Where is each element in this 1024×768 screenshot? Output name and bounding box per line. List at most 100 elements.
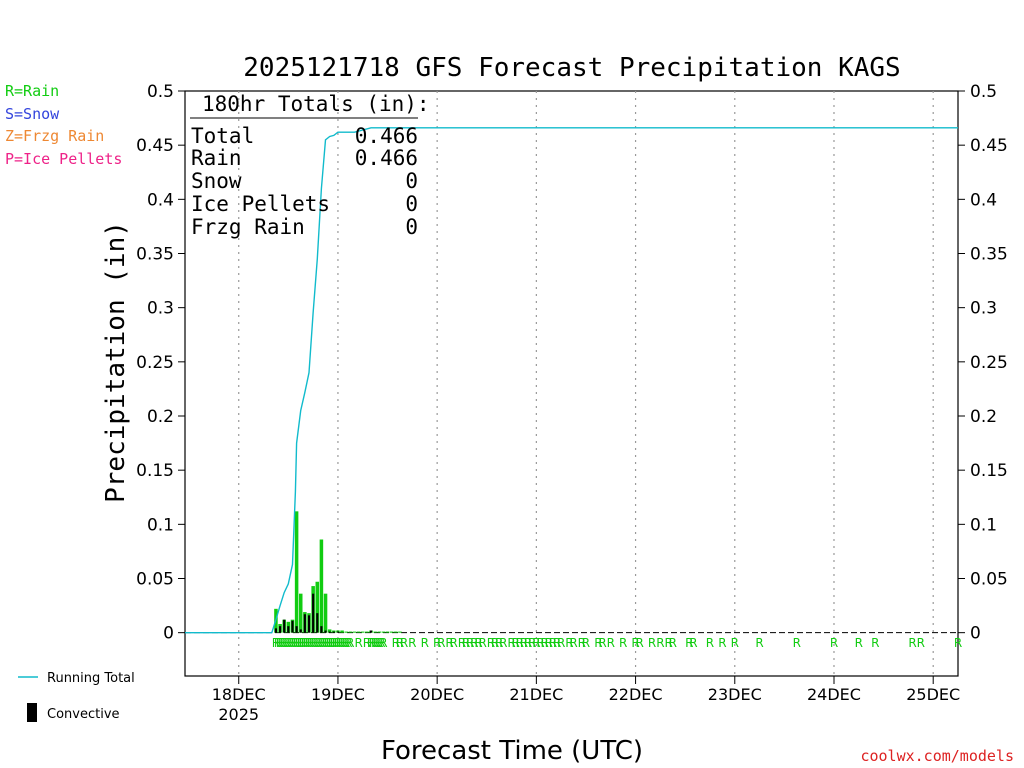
rain-marker: R bbox=[369, 636, 377, 650]
rain-marker: R bbox=[871, 636, 879, 650]
rain-marker: R bbox=[278, 636, 286, 650]
totals-snow-label: Snow bbox=[191, 169, 242, 193]
precip-bar bbox=[389, 631, 394, 633]
precip-bar bbox=[327, 629, 332, 633]
y-tick-label-left: 0.45 bbox=[136, 136, 174, 156]
rain-marker: R bbox=[594, 636, 602, 650]
x-tick-label: 24DEC bbox=[807, 685, 861, 704]
rain-marker: R bbox=[305, 636, 313, 650]
y-tick-label-left: 0.15 bbox=[136, 461, 174, 481]
rain-marker: R bbox=[619, 636, 627, 650]
rain-marker: R bbox=[458, 636, 466, 650]
totals-ice-pellets-label: Ice Pellets bbox=[191, 192, 330, 216]
rain-marker: R bbox=[532, 636, 540, 650]
convective-bar bbox=[336, 631, 340, 633]
precip-bar bbox=[373, 631, 377, 633]
rain-marker: R bbox=[371, 636, 379, 650]
y-axis-right: 0 0.05 0.1 0.15 0.2 0.25 0.3 0.35 0.4 0.45 0.5 bbox=[958, 82, 1008, 644]
precip-bar bbox=[385, 631, 390, 633]
rain-marker: R bbox=[286, 636, 294, 650]
totals-total-value: 0.466 bbox=[355, 124, 418, 148]
rain-marker: R bbox=[478, 636, 486, 650]
rain-marker: R bbox=[524, 636, 532, 650]
convective-legend-swatch bbox=[27, 703, 37, 722]
rain-marker: R bbox=[346, 636, 354, 650]
rain-marker: R bbox=[557, 636, 565, 650]
rain-marker: R bbox=[731, 636, 739, 650]
y-axis-label: Precipitation (in) bbox=[101, 221, 131, 503]
rain-marker: R bbox=[375, 636, 383, 650]
y-tick-label-right: 0.25 bbox=[970, 353, 1008, 373]
rain-marker: R bbox=[326, 636, 334, 650]
convective-bar bbox=[295, 626, 298, 633]
totals-heading: 180hr Totals (in): bbox=[202, 92, 430, 116]
credit-text: coolwx.com/models bbox=[860, 747, 1014, 765]
precip-bar bbox=[298, 593, 303, 633]
y-tick-label-left: 0.3 bbox=[147, 299, 174, 319]
convective-bar bbox=[299, 629, 302, 633]
y-tick-label-right: 0.3 bbox=[970, 299, 997, 319]
x-tick-sublabel: 2025 bbox=[218, 705, 259, 724]
x-tick-label: 20DEC bbox=[410, 685, 464, 704]
y-tick-label-right: 0.1 bbox=[970, 515, 997, 535]
x-tick-label: 19DEC bbox=[311, 685, 365, 704]
rain-marker: R bbox=[301, 636, 309, 650]
totals-rain-value: 0.466 bbox=[355, 146, 418, 170]
series-legend: Running Total Convective bbox=[18, 671, 135, 722]
convective-bar bbox=[332, 631, 335, 633]
rain-marker: R bbox=[379, 636, 387, 650]
rain-marker: R bbox=[706, 636, 714, 650]
y-axis-left: 0 0.05 0.1 0.15 0.2 0.25 0.3 0.35 0.4 0.45 0.5 bbox=[136, 82, 185, 644]
rain-marker: R bbox=[288, 636, 296, 650]
y-tick-label-right: 0.35 bbox=[970, 245, 1008, 265]
precip-bar bbox=[344, 631, 348, 633]
precip-bar bbox=[398, 631, 402, 633]
rain-marker: R bbox=[474, 636, 482, 650]
rain-marker: R bbox=[290, 636, 298, 650]
rain-marker: R bbox=[437, 636, 445, 650]
rain-marker: R bbox=[421, 636, 429, 650]
rain-marker: R bbox=[598, 636, 606, 650]
rain-marker: R bbox=[373, 636, 381, 650]
rain-marker: R bbox=[321, 636, 329, 650]
x-tick-label: 22DEC bbox=[609, 685, 663, 704]
y-tick-label-right: 0.05 bbox=[970, 570, 1008, 590]
y-tick-label-left: 0.05 bbox=[136, 570, 174, 590]
totals-rain-label: Rain bbox=[191, 146, 242, 170]
y-tick-label-left: 0.5 bbox=[147, 82, 174, 102]
rain-marker: R bbox=[272, 636, 280, 650]
rain-marker: R bbox=[400, 636, 408, 650]
rain-marker: R bbox=[392, 636, 400, 650]
rain-marker: R bbox=[342, 636, 350, 650]
precip-bar bbox=[315, 581, 320, 633]
totals-ice-pellets-value: 0 bbox=[405, 192, 418, 216]
rain-marker: R bbox=[311, 636, 319, 650]
rain-marker: R bbox=[689, 636, 697, 650]
rain-marker: R bbox=[466, 636, 474, 650]
rain-marker: R bbox=[334, 636, 342, 650]
rain-marker: R bbox=[582, 636, 590, 650]
totals-box: 180hr Totals (in): Total 0.466 Rain 0.46… bbox=[190, 92, 430, 239]
rain-marker: R bbox=[685, 636, 693, 650]
rain-marker: R bbox=[445, 636, 453, 650]
precip-bar bbox=[352, 631, 357, 633]
rain-marker: R bbox=[648, 636, 656, 650]
x-tick-label: 18DEC bbox=[212, 685, 266, 704]
rain-marker: R bbox=[520, 636, 528, 650]
rain-marker: R bbox=[528, 636, 536, 650]
running-total-legend-label: Running Total bbox=[47, 671, 135, 686]
rain-marker: R bbox=[363, 636, 371, 650]
precip-bar bbox=[294, 511, 299, 633]
y-tick-label-left: 0.35 bbox=[136, 245, 174, 265]
x-gridlines bbox=[238, 91, 934, 676]
rain-marker: R bbox=[607, 636, 615, 650]
rain-marker: R bbox=[299, 636, 307, 650]
rain-marker: R bbox=[470, 636, 478, 650]
rain-marker: R bbox=[295, 636, 303, 650]
rain-marker: R bbox=[309, 636, 317, 650]
convective-bar bbox=[316, 613, 319, 633]
convective-bar bbox=[274, 628, 277, 633]
